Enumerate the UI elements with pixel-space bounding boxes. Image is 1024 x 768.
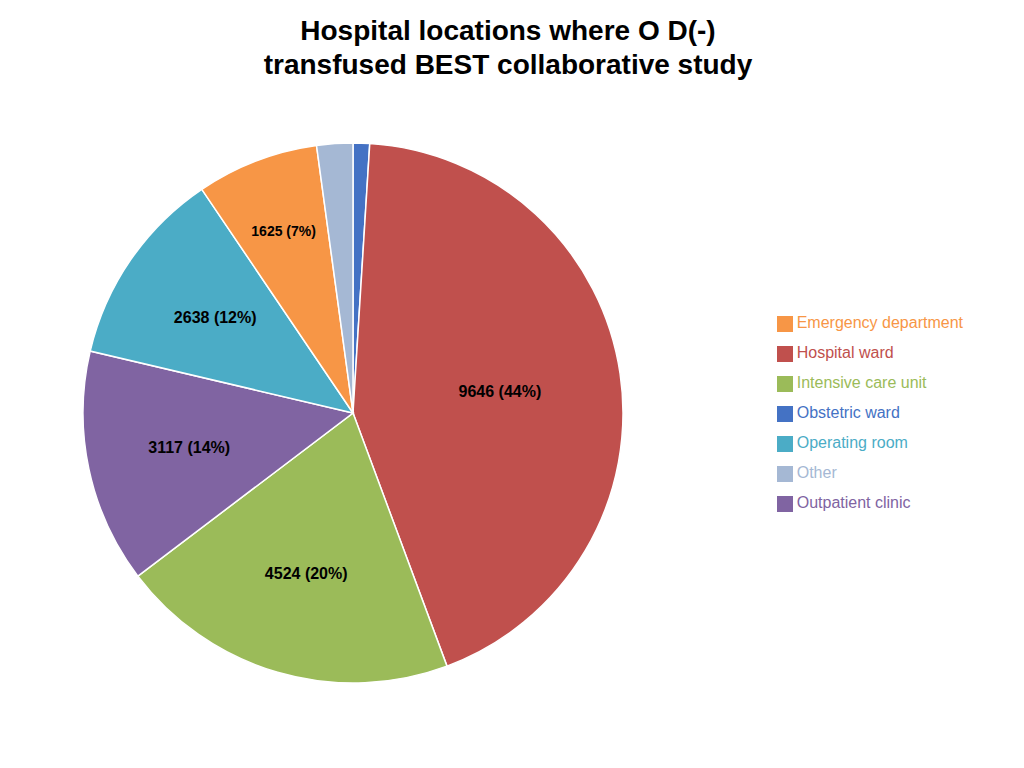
html-text:transfused BEST collaborative: transfused BEST collaborative study [263, 49, 753, 80]
html-text:Other: Other [796, 464, 837, 481]
svg-text:3117 (14%): 3117 (14%) [148, 439, 230, 456]
svg-text:9646 (44%): 9646 (44%) [459, 383, 542, 400]
svg-text:2638 (12%): 2638 (12%) [174, 309, 257, 326]
svg-text:1625 (7%): 1625 (7%) [251, 223, 316, 239]
html-text:Hospital ward: Hospital ward [796, 344, 894, 361]
html-text:Outpatient clinic: Outpatient clinic [796, 494, 911, 511]
html-text:Operating room: Operating room [796, 434, 908, 451]
svg-text:4524 (20%): 4524 (20%) [265, 565, 348, 582]
html-text:Intensive care unit: Intensive care unit [796, 374, 927, 391]
html-text:Obstetric ward: Obstetric ward [796, 404, 900, 421]
html-text:Emergency department: Emergency department [796, 314, 963, 331]
html-text:Hospital locations where O D(-: Hospital locations where O D(-) [300, 15, 716, 46]
